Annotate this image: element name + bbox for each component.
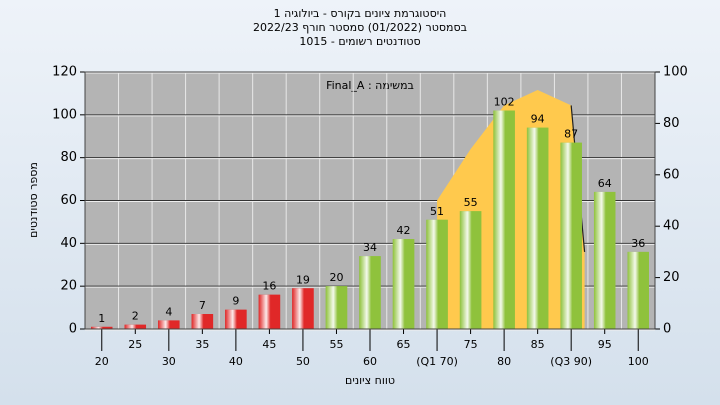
bar xyxy=(258,294,281,329)
x-tick-label: 60 xyxy=(363,355,377,368)
x-tick-label: 40 xyxy=(229,355,243,368)
x-tick-label: 20 xyxy=(95,355,109,368)
x-tick-label: 65 xyxy=(397,338,411,351)
y-tick-label: 40 xyxy=(60,236,77,251)
y-tick-label: 100 xyxy=(52,107,77,122)
y-tick-label: 20 xyxy=(60,279,77,294)
y-axis-label: מספר סטודנטים xyxy=(27,162,40,238)
x-tick-label: 45 xyxy=(262,338,276,351)
y2-tick-label: 100 xyxy=(663,65,688,80)
bar xyxy=(359,256,381,329)
bar xyxy=(426,219,448,329)
x-tick-label: 75 xyxy=(464,338,478,351)
y2-tick-label: 80 xyxy=(663,116,680,131)
value-label: 55 xyxy=(464,196,478,209)
bar xyxy=(124,324,147,329)
x-tick-label: (Q1 70) xyxy=(416,355,458,368)
y-tick-label: 0 xyxy=(69,322,77,337)
value-label: 102 xyxy=(494,96,515,109)
value-label: 9 xyxy=(232,295,239,308)
x-tick-label: 95 xyxy=(598,338,612,351)
x-tick-label: 80 xyxy=(497,355,511,368)
annotation: במשימה : Final_A xyxy=(326,79,414,92)
value-label: 51 xyxy=(430,205,444,218)
bar xyxy=(292,288,314,329)
y-tick-label: 80 xyxy=(60,150,77,165)
plot-frame xyxy=(84,71,656,330)
x-tick-label: 25 xyxy=(128,338,142,351)
value-label: 36 xyxy=(631,237,645,250)
value-label: 87 xyxy=(564,128,578,141)
title-line: בסמסטר (01/2022) סמסטר חורף 2022/23 xyxy=(253,21,467,34)
x-tick-label: 50 xyxy=(296,355,310,368)
title-line: היסטוגרמת ציונים בקורס - ביולוגיה 1 xyxy=(274,7,447,20)
value-label: 20 xyxy=(329,271,343,284)
value-label: 42 xyxy=(397,224,411,237)
value-label: 4 xyxy=(165,305,172,318)
bar xyxy=(459,211,482,329)
value-label: 1 xyxy=(98,312,105,325)
bar xyxy=(191,314,214,329)
y2-tick-label: 20 xyxy=(663,270,680,285)
x-tick-label: (Q3 90) xyxy=(550,355,592,368)
x-tick-label: 100 xyxy=(628,355,649,368)
value-label: 94 xyxy=(531,113,545,126)
bar xyxy=(560,142,582,329)
x-tick-label: 85 xyxy=(531,338,545,351)
x-tick-label: 35 xyxy=(195,338,209,351)
bar xyxy=(593,191,616,329)
y-tick-label: 120 xyxy=(52,65,77,80)
value-label: 7 xyxy=(199,299,206,312)
title-line: סטודנטים רשומים - 1015 xyxy=(299,35,420,48)
bar xyxy=(225,309,247,329)
value-label: 34 xyxy=(363,241,377,254)
x-axis-label: טווח ציונים xyxy=(345,374,395,387)
bar xyxy=(91,326,113,329)
value-label: 2 xyxy=(132,310,139,323)
bar xyxy=(392,239,415,329)
y2-tick-label: 40 xyxy=(663,219,680,234)
bar xyxy=(325,286,348,329)
bar xyxy=(526,127,549,329)
value-label: 16 xyxy=(262,280,276,293)
x-tick-label: 30 xyxy=(162,355,176,368)
y2-tick-label: 60 xyxy=(663,167,680,182)
y2-tick-label: 0 xyxy=(663,322,671,337)
bar xyxy=(493,110,515,329)
x-tick-label: 55 xyxy=(329,338,343,351)
value-label: 19 xyxy=(296,273,310,286)
bar xyxy=(158,320,180,329)
bar xyxy=(627,251,649,329)
y-tick-label: 60 xyxy=(60,193,77,208)
value-label: 64 xyxy=(598,177,612,190)
